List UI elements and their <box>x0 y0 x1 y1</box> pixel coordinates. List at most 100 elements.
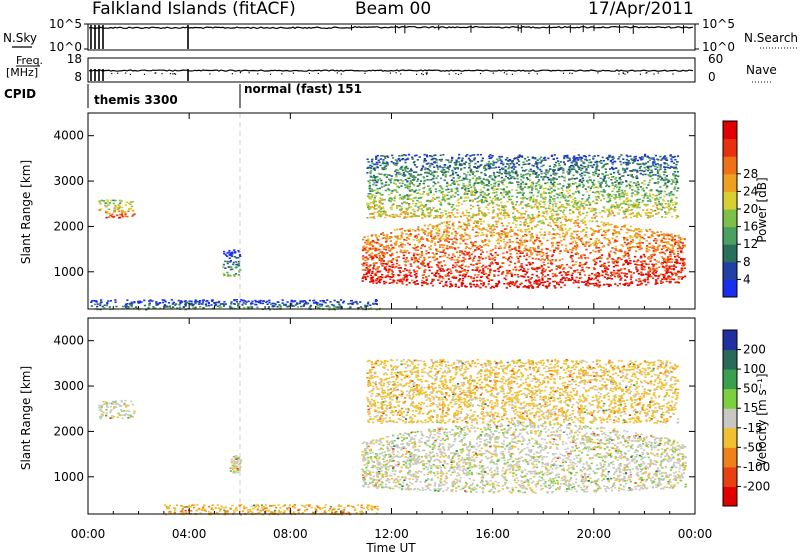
echo-cell <box>233 255 237 258</box>
echo-cell <box>644 162 648 165</box>
echo-cell <box>454 248 457 250</box>
echo-cell <box>427 264 430 267</box>
echo-cell <box>507 222 510 224</box>
echo-cell <box>659 280 662 282</box>
echo-cell <box>468 224 471 227</box>
echo-cell <box>542 281 545 284</box>
echo-cell <box>672 249 675 252</box>
echo-cell <box>400 237 403 239</box>
echo-cell <box>571 278 574 281</box>
echo-cell <box>590 233 593 236</box>
echo-cell <box>495 191 498 193</box>
echo-cell <box>414 249 417 251</box>
echo-cell <box>399 208 402 211</box>
echo-cell <box>476 268 479 270</box>
echo-cell <box>439 166 442 168</box>
echo-cell <box>639 280 642 282</box>
echo-cell <box>640 266 643 269</box>
echo-cell <box>471 191 474 194</box>
echo-cell <box>414 230 417 232</box>
echo-cell <box>637 163 640 166</box>
echo-cell <box>588 207 591 210</box>
echo-cell <box>662 247 665 249</box>
echo-cell <box>552 280 555 283</box>
echo-cell <box>659 186 662 188</box>
echo-cell <box>623 256 626 258</box>
echo-cell <box>491 257 494 259</box>
echo-cell <box>676 240 679 242</box>
echo-cell <box>549 278 552 280</box>
echo-cell <box>654 209 657 212</box>
echo-cell <box>513 163 516 166</box>
echo-cell <box>489 227 492 230</box>
echo-cell <box>389 260 392 262</box>
echo-cell <box>597 195 600 198</box>
echo-cell <box>618 250 621 252</box>
echo-cell <box>422 263 425 265</box>
echo-cell <box>419 196 422 199</box>
echo-cell <box>606 201 609 203</box>
echo-cell <box>487 255 490 258</box>
echo-cell <box>465 176 468 178</box>
echo-cell <box>625 259 628 261</box>
echo-cell <box>553 200 556 203</box>
echo-cell <box>416 185 419 187</box>
echo-cell <box>598 251 601 254</box>
echo-cell <box>647 266 651 269</box>
echo-cell <box>422 206 425 208</box>
echo-cell <box>585 169 588 172</box>
echo-cell <box>579 273 582 276</box>
echo-cell <box>529 238 532 241</box>
echo-cell <box>554 287 557 289</box>
echo-cell <box>566 154 569 157</box>
echo-cell <box>528 179 532 182</box>
echo-cell <box>681 276 685 278</box>
echo-cell <box>626 282 629 285</box>
echo-cell <box>227 274 230 276</box>
echo-cell <box>612 265 615 268</box>
echo-cell <box>557 244 560 247</box>
echo-cell <box>461 279 464 282</box>
echo-cell <box>604 234 608 236</box>
echo-cell <box>489 253 492 255</box>
echo-cell <box>373 241 377 244</box>
echo-cell <box>507 197 510 199</box>
echo-cell <box>542 271 545 273</box>
echo-cell <box>467 275 470 278</box>
echo-cell <box>513 158 516 160</box>
echo-cell <box>120 214 123 216</box>
echo-cell <box>451 285 454 287</box>
echo-cell <box>443 195 446 198</box>
echo-cell <box>593 187 596 189</box>
echo-cell <box>615 180 618 182</box>
echo-cell <box>374 274 377 276</box>
echo-cell <box>486 179 489 181</box>
echo-cell <box>655 163 658 166</box>
echo-cell <box>386 262 389 265</box>
echo-cell <box>658 190 661 192</box>
echo-cell <box>544 156 547 159</box>
echo-cell <box>373 169 376 171</box>
echo-cell <box>502 238 505 241</box>
echo-cell <box>633 206 636 209</box>
echo-cell <box>500 173 503 175</box>
echo-cell <box>530 186 533 188</box>
echo-cell <box>392 281 395 283</box>
echo-cell <box>429 155 432 157</box>
echo-cell <box>516 181 519 183</box>
echo-cell <box>389 236 392 238</box>
echo-cell <box>417 228 420 231</box>
echo-cell <box>627 254 630 256</box>
echo-cell <box>584 200 587 203</box>
echo-cell <box>370 255 373 257</box>
echo-cell <box>549 168 552 171</box>
echo-cell <box>461 252 464 254</box>
echo-cell <box>643 195 646 197</box>
echo-cell <box>658 266 661 268</box>
echo-cell <box>383 166 386 169</box>
echo-cell <box>601 194 604 196</box>
echo-cell <box>587 282 590 284</box>
echo-cell <box>515 170 518 173</box>
echo-cell <box>404 251 407 253</box>
echo-cell <box>557 282 560 284</box>
